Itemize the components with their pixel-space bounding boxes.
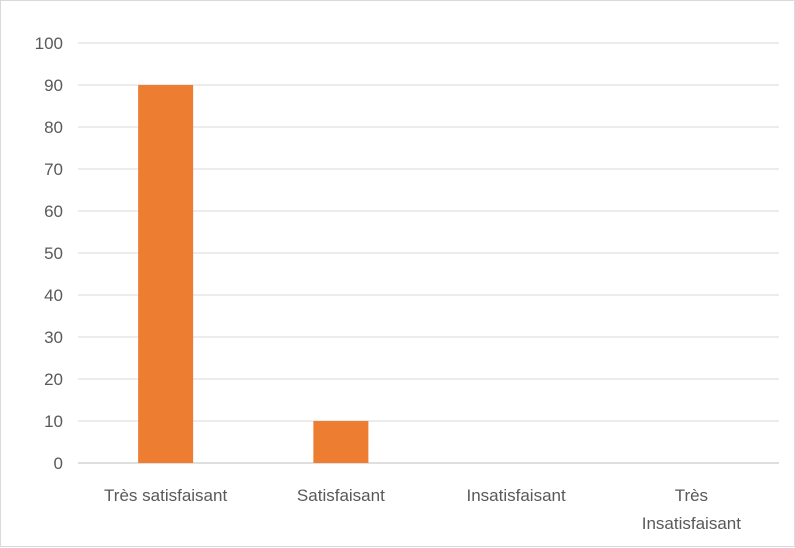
x-axis-category-labels: Très satisfaisant Satisfaisant Insatisfais… xyxy=(104,486,741,533)
y-tick-label: 20 xyxy=(44,370,63,389)
y-tick-label: 10 xyxy=(44,412,63,431)
y-tick-label: 40 xyxy=(44,286,63,305)
y-tick-label: 90 xyxy=(44,76,63,95)
y-tick-label: 70 xyxy=(44,160,63,179)
gridlines xyxy=(78,42,779,464)
y-tick-label: 0 xyxy=(54,454,63,473)
bars xyxy=(138,85,369,463)
x-category-label: Satisfaisant xyxy=(297,486,385,505)
y-tick-label: 80 xyxy=(44,118,63,137)
y-tick-label: 30 xyxy=(44,328,63,347)
y-tick-label: 100 xyxy=(35,34,63,53)
y-axis-tick-labels: 0 10 20 30 40 50 60 70 80 90 100 xyxy=(35,34,63,473)
y-tick-label: 60 xyxy=(44,202,63,221)
x-category-label: Insatisfaisant xyxy=(642,514,741,533)
x-category-label: Très xyxy=(675,486,708,505)
x-category-label: Très satisfaisant xyxy=(104,486,227,505)
bar xyxy=(313,421,369,463)
x-category-label: Insatisfaisant xyxy=(467,486,566,505)
bar xyxy=(138,85,194,463)
y-tick-label: 50 xyxy=(44,244,63,263)
